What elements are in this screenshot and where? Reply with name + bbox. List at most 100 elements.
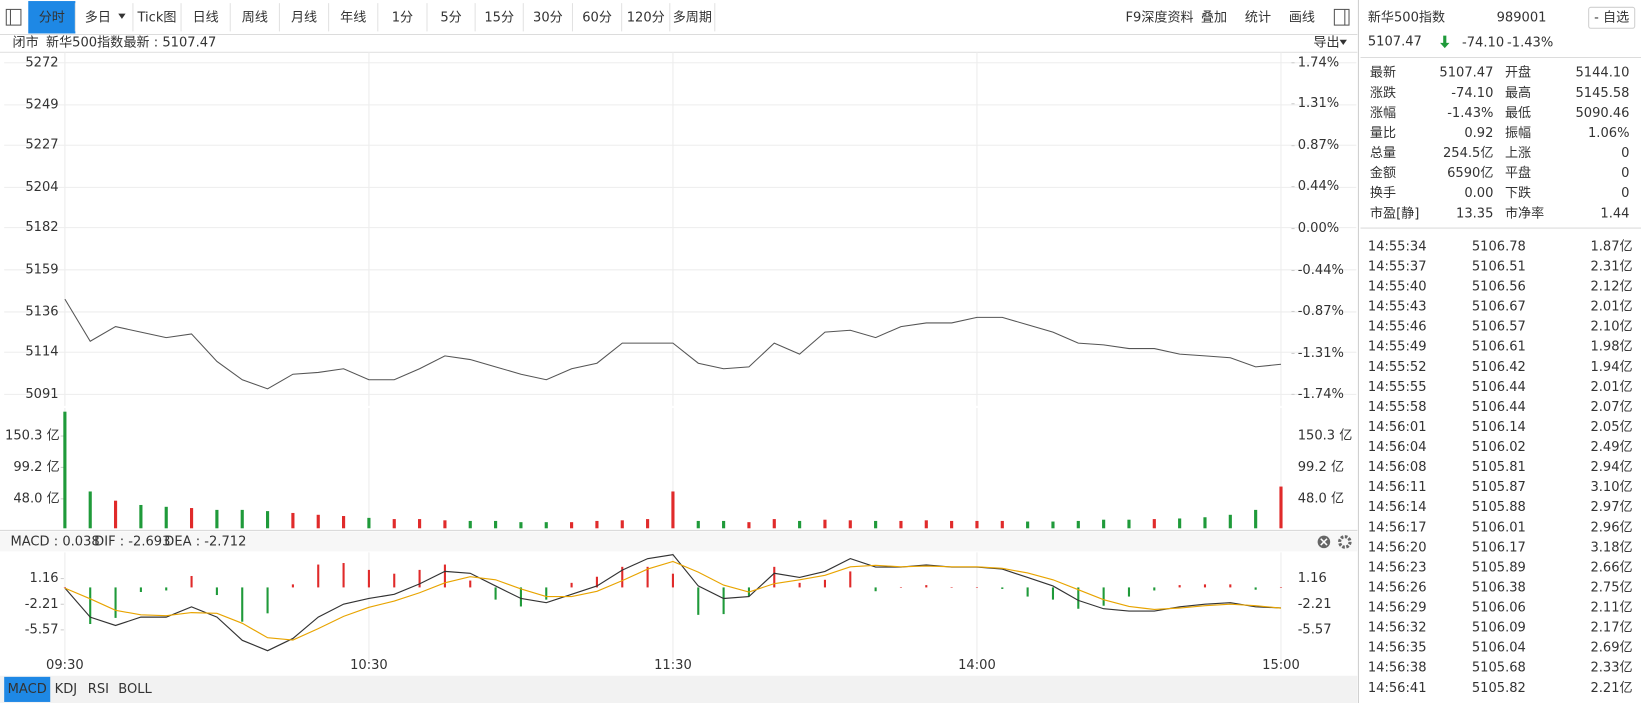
toolbar-tab[interactable]: 30分 — [533, 10, 563, 25]
indicator-tabs-bg — [0, 675, 1358, 703]
macd-bar — [215, 587, 218, 596]
toolbar-tab[interactable]: 日线 — [193, 10, 219, 25]
macd-bar — [114, 587, 117, 618]
toolbar-tool[interactable]: 画线 — [1289, 10, 1315, 25]
trade-price: 5106.78 — [1472, 239, 1526, 254]
stat-label: 涨跌 — [1370, 85, 1396, 101]
volume-bar — [215, 509, 219, 529]
trade-time: 14:55:34 — [1368, 239, 1427, 254]
toolbar-tab[interactable]: 15分 — [484, 10, 514, 25]
indicator-header-bg — [0, 531, 1358, 552]
trade-amount: 1.87亿 — [1590, 239, 1632, 254]
trade-amount: 1.94亿 — [1590, 360, 1632, 375]
volume-bar — [139, 504, 143, 529]
trade-time: 14:56:17 — [1368, 520, 1427, 535]
quote-price: 5107.47 — [1368, 34, 1422, 49]
macd-bar — [874, 587, 877, 592]
macd-bar — [190, 575, 193, 588]
index-name: 新华500指数 — [46, 34, 123, 50]
indicator-legend: MACD : 0.038 — [10, 534, 99, 549]
toolbar-tab[interactable]: 1分 — [392, 10, 413, 25]
toolbar-tab[interactable]: 多周期 — [673, 9, 712, 25]
macd-bar — [1254, 587, 1257, 590]
trade-amount: 2.05亿 — [1590, 420, 1632, 435]
volume-bar — [1228, 514, 1232, 529]
volume-bar — [1203, 517, 1207, 529]
y-tick-label-right: 1.16 — [1298, 571, 1327, 586]
indicator-tab[interactable]: KDJ — [55, 682, 77, 697]
trade-time: 14:56:41 — [1368, 681, 1427, 696]
toolbar-tab[interactable]: 周线 — [242, 10, 268, 25]
macd-bar — [1102, 587, 1105, 606]
indicator-tab[interactable]: RSI — [88, 682, 109, 697]
stat-label: 最新 — [1370, 65, 1396, 81]
trade-amount: 2.07亿 — [1590, 400, 1632, 415]
toolbar-tab[interactable]: 多日 — [85, 9, 111, 25]
trade-amount: 2.66亿 — [1590, 560, 1632, 575]
y2-tick-label: -0.87% — [1298, 304, 1344, 319]
y2-tick-label: -1.74% — [1298, 387, 1344, 402]
price-down-arrow — [1440, 35, 1450, 49]
trade-time: 14:56:32 — [1368, 621, 1427, 636]
y-tick-label-right: -2.21 — [1298, 597, 1332, 612]
settings-icon[interactable] — [1338, 535, 1352, 549]
watch-button[interactable] — [1588, 6, 1636, 29]
toolbar-tool[interactable]: F9深度资料 — [1126, 9, 1194, 25]
volume-bar — [189, 508, 194, 529]
sidebar-toggle-icon[interactable] — [5, 8, 22, 26]
x-tick-label: 11:30 — [654, 658, 692, 673]
trade-time: 14:55:49 — [1368, 340, 1427, 355]
macd-bar — [798, 582, 801, 588]
macd-bar — [1026, 587, 1029, 597]
export-button[interactable]: 导出 — [1313, 35, 1339, 50]
stat-value: 254.5亿 — [1443, 146, 1493, 161]
macd-bar — [849, 571, 852, 588]
macd-bar — [393, 573, 396, 588]
macd-bar — [494, 587, 497, 600]
stat-label: 平盘 — [1505, 165, 1531, 181]
macd-bar — [773, 566, 776, 588]
toolbar-tab[interactable]: Tick图 — [136, 10, 176, 25]
stat-value: -74.10 — [1451, 86, 1493, 101]
y-tick-label-right: 48.0 亿 — [1298, 491, 1344, 506]
macd-bar — [1077, 587, 1080, 609]
trade-time: 14:56:14 — [1368, 500, 1427, 515]
y-tick-label: 48.0 亿 — [13, 491, 59, 506]
indicator-tab[interactable]: MACD — [8, 682, 47, 697]
indicator-tab[interactable]: BOLL — [118, 682, 152, 697]
panel-toggle-icon[interactable] — [1333, 8, 1350, 26]
macd-bar — [1279, 587, 1283, 588]
volume-bar — [1127, 519, 1131, 529]
toolbar-tool[interactable]: 叠加 — [1201, 10, 1227, 25]
stat-value: 5145.58 — [1575, 86, 1629, 101]
y-tick-label: 5227 — [25, 138, 58, 153]
macd-bar — [519, 587, 522, 607]
stat-label: 金额 — [1370, 165, 1396, 181]
dropdown-arrow — [118, 13, 126, 19]
watch-label[interactable]: - 自选 — [1594, 10, 1629, 25]
y2-tick-label: 0.87% — [1298, 138, 1340, 153]
toolbar-tab[interactable]: 年线 — [340, 10, 366, 25]
trade-amount: 2.49亿 — [1590, 440, 1632, 455]
toolbar-tab[interactable]: 120分 — [627, 10, 665, 25]
toolbar-tab[interactable]: 5分 — [440, 10, 461, 25]
trade-price: 5106.56 — [1472, 280, 1526, 295]
toolbar-tab[interactable]: 月线 — [291, 10, 317, 25]
trade-price: 5106.06 — [1472, 601, 1526, 616]
toolbar-tool[interactable]: 统计 — [1245, 10, 1271, 25]
y-tick-label: 5136 — [25, 304, 58, 319]
trade-price: 5105.89 — [1472, 560, 1526, 575]
stat-label: 市盈[静] — [1370, 205, 1419, 221]
stat-value: 0 — [1621, 186, 1629, 201]
volume-bar — [164, 506, 168, 529]
y-tick-label: 1.16 — [30, 571, 59, 586]
volume-bar — [747, 522, 751, 529]
toolbar-tab[interactable]: 分时 — [39, 10, 65, 25]
toolbar-tab[interactable]: 60分 — [582, 10, 612, 25]
volume-bar — [646, 519, 650, 529]
volume-bar — [1178, 518, 1182, 529]
volume-bar — [1026, 521, 1030, 529]
trade-price: 5106.38 — [1472, 580, 1526, 595]
